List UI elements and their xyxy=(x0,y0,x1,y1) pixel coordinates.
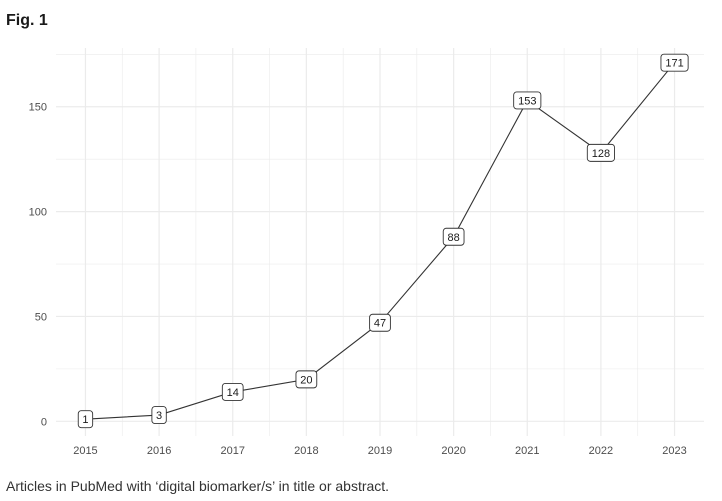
y-axis-tick-labels: 0 50 100 150 xyxy=(29,102,47,429)
x-tick-label: 2020 xyxy=(441,445,465,457)
data-label: 128 xyxy=(586,143,615,162)
x-tick-label: 2017 xyxy=(220,445,244,457)
x-tick-label: 2015 xyxy=(73,445,97,457)
x-tick-label: 2023 xyxy=(662,445,686,457)
x-tick-label: 2016 xyxy=(147,445,171,457)
data-label-box xyxy=(586,143,615,162)
y-tick-label: 150 xyxy=(29,102,47,114)
data-label: 1 xyxy=(77,410,94,429)
data-label-box xyxy=(77,410,94,429)
data-label-text: 47 xyxy=(374,318,386,330)
figure-caption: Articles in PubMed with ‘digital biomark… xyxy=(6,478,390,494)
major-gridlines xyxy=(56,48,704,436)
x-tick-label: 2019 xyxy=(368,445,392,457)
y-tick-label: 50 xyxy=(35,311,47,323)
data-label-text: 128 xyxy=(592,148,610,160)
x-tick-label: 2018 xyxy=(294,445,318,457)
data-label: 171 xyxy=(660,53,689,72)
data-label-box xyxy=(221,383,244,401)
data-label-box xyxy=(660,53,689,72)
data-label-text: 153 xyxy=(518,95,536,107)
data-labels: 1 3 14 20 47 88 153 128 171 xyxy=(77,53,689,429)
data-label: 88 xyxy=(442,227,465,246)
x-axis-tick-labels: 2015 2016 2017 2018 2019 2020 2021 2022 2023 xyxy=(73,445,687,457)
data-label-box xyxy=(151,406,167,424)
y-tick-label: 100 xyxy=(29,207,47,219)
data-label-box xyxy=(442,227,465,246)
figure-label: Fig. 1 xyxy=(6,12,48,29)
data-label-text: 20 xyxy=(300,374,312,386)
data-label-box xyxy=(513,91,542,110)
data-label-text: 3 xyxy=(156,410,162,422)
data-label-text: 14 xyxy=(227,387,239,399)
data-label-box xyxy=(295,370,318,389)
x-tick-label: 2022 xyxy=(589,445,613,457)
data-label: 3 xyxy=(151,406,167,424)
data-label-text: 171 xyxy=(665,58,683,70)
data-label: 47 xyxy=(369,313,391,332)
data-label-text: 1 xyxy=(82,414,88,426)
data-label: 20 xyxy=(295,370,318,389)
data-label-box xyxy=(369,313,391,332)
data-label: 153 xyxy=(513,91,542,110)
data-label-text: 88 xyxy=(448,232,460,244)
y-tick-label: 0 xyxy=(41,416,47,428)
data-label: 14 xyxy=(221,383,244,401)
x-tick-label: 2021 xyxy=(515,445,539,457)
